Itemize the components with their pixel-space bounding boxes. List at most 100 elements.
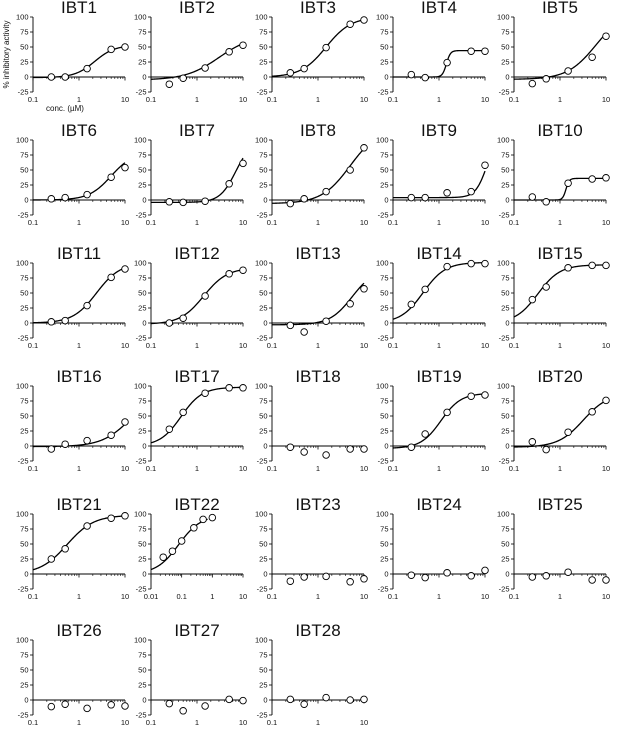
panel-title: IBT15: [537, 244, 582, 263]
panel-ibt17: IBT17 -25 0 25 50 75 100 0.1 1 10: [134, 367, 247, 473]
x-tick-label: 1: [77, 592, 81, 601]
data-point: [528, 193, 537, 201]
data-point: [481, 391, 489, 399]
y-tick-label: 50: [501, 166, 509, 175]
y-tick-label: 100: [16, 510, 29, 519]
x-tick-label: 1: [77, 718, 81, 727]
y-tick-label: 50: [138, 166, 146, 175]
fit-curve: [392, 261, 486, 320]
x-tick-label: 10: [239, 592, 247, 601]
x-tick-label: 10: [239, 95, 247, 104]
y-tick-label: 75: [501, 397, 509, 406]
y-tick-label: 25: [20, 427, 28, 436]
panel-ibt5: IBT5 -25 0 25 50 75 100 0.1 1 10: [497, 0, 610, 104]
y-tick-label: 100: [255, 636, 268, 645]
y-tick-label: 50: [20, 43, 28, 52]
y-tick-label: 0: [142, 696, 146, 705]
y-tick-label: 75: [20, 525, 28, 534]
x-axis-title: conc. (µM): [46, 104, 84, 113]
data-point: [528, 79, 537, 88]
data-point: [322, 451, 330, 459]
data-point: [300, 64, 308, 73]
data-point: [286, 443, 295, 451]
panel-ibt12: IBT12 -25 0 25 50 75 100 0.1 1 10: [134, 244, 247, 350]
y-tick-label: 50: [138, 540, 146, 549]
data-point: [165, 425, 174, 433]
panel-title: IBT7: [179, 121, 215, 140]
data-point: [360, 445, 368, 453]
data-point: [61, 440, 69, 448]
data-point: [179, 408, 187, 417]
data-point: [47, 318, 56, 326]
y-tick-label: -25: [136, 457, 147, 466]
data-point: [467, 187, 475, 196]
y-tick-label: 25: [259, 58, 267, 67]
y-tick-label: 75: [138, 525, 146, 534]
y-tick-label: 25: [259, 427, 267, 436]
data-point: [346, 20, 354, 28]
y-tick-label: 50: [20, 540, 28, 549]
y-tick-label: 0: [142, 73, 146, 82]
panel-title: IBT22: [174, 495, 219, 514]
y-tick-label: 0: [142, 570, 146, 579]
panel-ibt25: IBT25 -25 0 25 50 75 100 0.1 1 10: [497, 495, 610, 601]
y-tick-label: -25: [18, 334, 29, 343]
data-point: [421, 430, 429, 438]
y-tick-label: 25: [259, 304, 267, 313]
fit-curve: [392, 393, 486, 449]
data-point: [300, 700, 308, 708]
y-tick-label: 50: [259, 412, 267, 421]
y-tick-label: 100: [134, 259, 147, 268]
data-point: [61, 700, 69, 708]
y-tick-label: 100: [376, 259, 389, 268]
y-tick-label: 75: [501, 525, 509, 534]
x-tick-label: 1: [558, 341, 562, 350]
data-point: [300, 328, 308, 336]
y-tick-label: 75: [259, 151, 267, 160]
data-point: [47, 702, 56, 711]
y-tick-label: 75: [380, 274, 388, 283]
y-tick-label: 100: [16, 259, 29, 268]
y-tick-label: -25: [499, 457, 510, 466]
y-tick-label: 75: [20, 651, 28, 660]
panel-ibt8: IBT8 -25 0 25 50 75 100 0.1 1 10: [255, 121, 368, 227]
data-point: [588, 175, 596, 183]
data-point: [121, 512, 129, 520]
y-tick-label: 50: [138, 43, 146, 52]
panel-ibt11: IBT11 -25 0 25 50 75 100 0.1 1 10: [16, 244, 129, 350]
y-tick-label: 0: [24, 73, 28, 82]
y-tick-label: 100: [134, 510, 147, 519]
data-point: [360, 285, 368, 293]
y-tick-label: 75: [259, 28, 267, 37]
data-point: [443, 569, 451, 577]
data-point: [564, 428, 572, 436]
x-tick-label: 1: [77, 464, 81, 473]
y-tick-label: 50: [20, 412, 28, 421]
y-tick-label: 100: [497, 259, 510, 268]
data-point: [346, 445, 354, 453]
panel-title: IBT25: [537, 495, 582, 514]
x-tick-label: 0.1: [28, 718, 38, 727]
x-tick-label: 0.1: [509, 464, 519, 473]
panel-title: IBT3: [300, 0, 336, 17]
y-tick-label: 50: [259, 43, 267, 52]
x-tick-label: 10: [481, 95, 489, 104]
y-tick-label: 100: [497, 382, 510, 391]
y-tick-label: 25: [138, 181, 146, 190]
x-tick-label: 0.1: [28, 464, 38, 473]
data-point: [239, 696, 247, 705]
data-point: [564, 67, 572, 75]
y-tick-label: -25: [378, 211, 389, 220]
y-tick-label: -25: [378, 88, 389, 97]
y-tick-label: 75: [259, 525, 267, 534]
y-tick-label: 100: [255, 13, 268, 22]
y-tick-label: 0: [505, 442, 509, 451]
panel-ibt9: IBT9 -25 0 25 50 75 100 0.1 1 10: [376, 121, 489, 227]
data-point: [159, 553, 167, 561]
data-point: [121, 43, 129, 51]
panel-ibt23: IBT23 -25 0 25 50 75 100 0.1 1 10: [255, 495, 368, 601]
panel-title: IBT23: [295, 495, 340, 514]
y-tick-label: 25: [501, 181, 509, 190]
data-point: [165, 319, 174, 327]
